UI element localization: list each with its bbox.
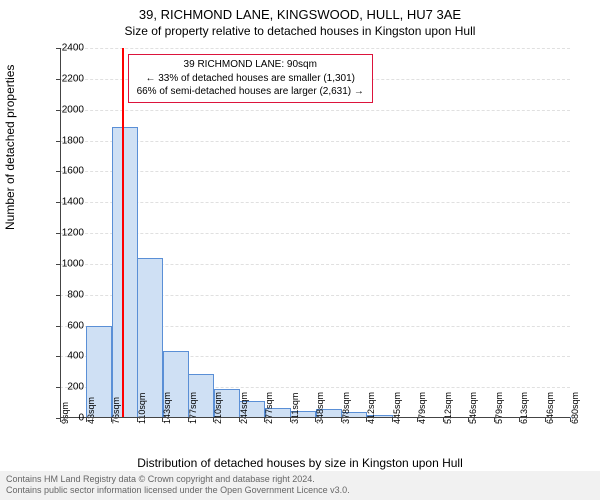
- xtick-label: 479sqm: [417, 392, 427, 424]
- xtick-label: 277sqm: [264, 392, 274, 424]
- xtick-label: 311sqm: [290, 393, 300, 424]
- chart-subtitle: Size of property relative to detached ho…: [0, 24, 600, 38]
- ytick-label: 1200: [44, 228, 84, 239]
- xtick-label: 43sqm: [86, 397, 96, 424]
- xtick-label: 412sqm: [366, 392, 376, 424]
- xtick-label: 546sqm: [468, 392, 478, 424]
- ytick-label: 1600: [44, 166, 84, 177]
- footer: Contains HM Land Registry data © Crown c…: [0, 471, 600, 500]
- xtick-label: 348sqm: [315, 392, 325, 424]
- xtick-label: 110sqm: [137, 393, 147, 424]
- xtick-label: 646sqm: [545, 392, 555, 424]
- ytick-label: 400: [44, 351, 84, 362]
- chart-container: 39, RICHMOND LANE, KINGSWOOD, HULL, HU7 …: [0, 0, 600, 500]
- ytick-label: 200: [44, 382, 84, 393]
- gridline: [60, 110, 570, 111]
- callout-line: 66% of semi-detached houses are larger (…: [137, 85, 364, 99]
- xtick-label: 445sqm: [392, 392, 402, 424]
- xtick-label: 210sqm: [213, 392, 223, 424]
- footer-line: Contains public sector information licen…: [6, 485, 594, 497]
- xtick-label: 680sqm: [570, 392, 580, 424]
- ytick-label: 1400: [44, 197, 84, 208]
- callout-line: ← 33% of detached houses are smaller (1,…: [137, 72, 364, 86]
- y-axis-label: Number of detached properties: [3, 65, 17, 230]
- xtick-label: 177sqm: [188, 392, 198, 424]
- xtick-label: 613sqm: [519, 392, 529, 424]
- ytick-label: 800: [44, 289, 84, 300]
- ytick-label: 2000: [44, 104, 84, 115]
- xtick-label: 143sqm: [162, 392, 172, 424]
- ytick-label: 0: [44, 413, 84, 424]
- ytick-label: 2400: [44, 43, 84, 54]
- xtick-label: 378sqm: [341, 392, 351, 424]
- x-axis-label: Distribution of detached houses by size …: [0, 456, 600, 470]
- ytick-label: 600: [44, 320, 84, 331]
- property-marker-line: [122, 48, 124, 418]
- xtick-label: 579sqm: [494, 392, 504, 424]
- chart-title: 39, RICHMOND LANE, KINGSWOOD, HULL, HU7 …: [0, 0, 600, 24]
- callout-box: 39 RICHMOND LANE: 90sqm ← 33% of detache…: [128, 54, 373, 103]
- xtick-label: 244sqm: [239, 392, 249, 424]
- ytick-label: 1800: [44, 135, 84, 146]
- plot-area: 9sqm43sqm76sqm110sqm143sqm177sqm210sqm24…: [60, 48, 570, 418]
- xtick-label: 512sqm: [443, 392, 453, 424]
- gridline: [60, 48, 570, 49]
- footer-line: Contains HM Land Registry data © Crown c…: [6, 474, 594, 486]
- ytick-label: 1000: [44, 258, 84, 269]
- x-axis: [60, 417, 570, 418]
- histogram-bar: [112, 127, 138, 418]
- ytick-label: 2200: [44, 73, 84, 84]
- callout-line: 39 RICHMOND LANE: 90sqm: [137, 58, 364, 72]
- xtick-label: 76sqm: [111, 397, 121, 424]
